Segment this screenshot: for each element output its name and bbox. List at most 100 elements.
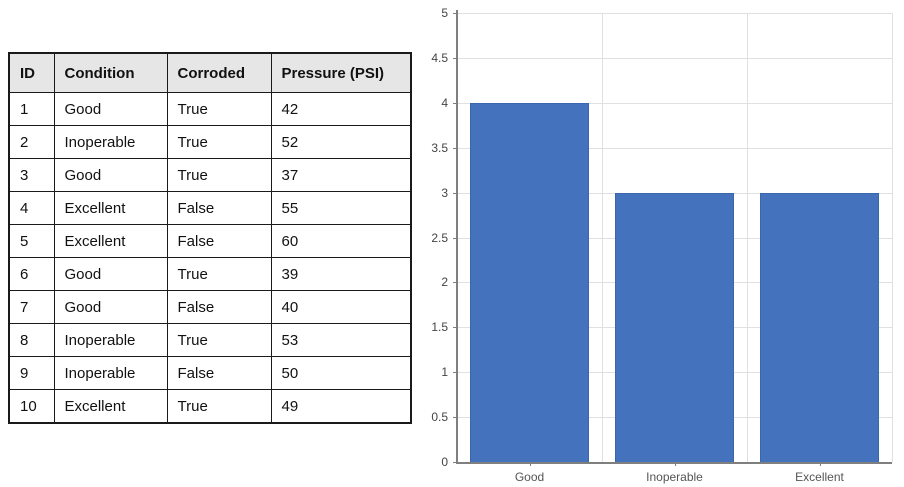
table-cell: Good <box>53 257 168 291</box>
table-cell: 9 <box>8 356 55 390</box>
table-cell: True <box>166 125 272 159</box>
y-tick-label: 2 <box>441 275 448 290</box>
table-row: 2 Inoperable True 52 <box>8 125 412 159</box>
table-cell: 53 <box>270 323 412 357</box>
x-gridline <box>892 13 893 462</box>
y-tick-label: 2.5 <box>431 230 448 245</box>
table-cell: 40 <box>270 290 412 324</box>
table-cell: True <box>166 257 272 291</box>
x-gridline <box>602 13 603 462</box>
y-axis-tick <box>453 417 457 419</box>
y-gridline <box>457 102 892 104</box>
table-cell: 6 <box>8 257 55 291</box>
table-row: 4 Excellent False 55 <box>8 191 412 225</box>
y-tick-label: 3.5 <box>431 140 448 155</box>
y-axis-tick <box>453 147 457 149</box>
y-gridline <box>457 147 892 149</box>
y-tick-label: 0.5 <box>431 410 448 425</box>
table-row: 10 Excellent True 49 <box>8 389 412 424</box>
y-axis-tick <box>453 57 457 59</box>
table-cell: 37 <box>270 158 412 192</box>
table-row: 3 Good True 37 <box>8 158 412 192</box>
table-cell: Excellent <box>53 389 168 424</box>
y-tick-label: 0 <box>441 455 448 469</box>
y-tick-label: 3 <box>441 185 448 200</box>
y-axis-line <box>456 10 458 463</box>
table-cell: 4 <box>8 191 55 225</box>
table-cell: 49 <box>270 389 412 424</box>
table-cell: False <box>166 290 272 324</box>
table-cell: True <box>166 158 272 192</box>
table-cell: Good <box>53 92 168 126</box>
table-cell: True <box>166 323 272 357</box>
table-cell: 3 <box>8 158 55 192</box>
y-tick-label: 1 <box>441 365 448 380</box>
x-tick-label: Excellent <box>795 470 844 484</box>
table-cell: Excellent <box>53 191 168 225</box>
table-cell: 8 <box>8 323 55 357</box>
table-header-row: ID Condition Corroded Pressure (PSI) <box>8 52 412 93</box>
table-body: 1 Good True 42 2 Inoperable True 52 3 Good True 37 4… <box>8 92 412 424</box>
y-axis-tick <box>453 372 457 374</box>
bar-excellent <box>760 192 879 462</box>
table-cell: 10 <box>8 389 55 424</box>
table-row: 9 Inoperable False 50 <box>8 356 412 390</box>
y-axis-tick <box>453 237 457 239</box>
table-cell: False <box>166 191 272 225</box>
y-axis-tick <box>453 327 457 329</box>
y-tick-label: 4.5 <box>431 50 448 65</box>
y-gridline <box>457 57 892 59</box>
table-cell: 7 <box>8 290 55 324</box>
table-cell: 55 <box>270 191 412 225</box>
bar-chart: 0 0.5 1 1.5 2 2.5 3 3.5 4 4.5 5 Good Inoperable Excel… <box>420 0 904 487</box>
bar-good <box>470 102 589 462</box>
table-cell: Inoperable <box>53 356 168 390</box>
y-axis-tick <box>453 13 457 14</box>
table-cell: Good <box>53 158 168 192</box>
x-axis-tick <box>674 462 676 466</box>
table-cell: Inoperable <box>53 125 168 159</box>
table-cell: 2 <box>8 125 55 159</box>
column-header-condition: Condition <box>53 52 168 93</box>
table-header: ID Condition Corroded Pressure (PSI) <box>8 52 412 93</box>
table-cell: False <box>166 224 272 258</box>
y-gridline <box>457 13 892 14</box>
pressure-data-table: ID Condition Corroded Pressure (PSI) 1 Good T… <box>8 52 412 424</box>
x-axis-tick <box>819 462 821 466</box>
table-cell: False <box>166 356 272 390</box>
table-cell: Good <box>53 290 168 324</box>
table-row: 8 Inoperable True 53 <box>8 323 412 357</box>
y-axis-tick <box>453 462 457 463</box>
x-tick-label: Good <box>514 470 545 484</box>
bar-inoperable <box>615 192 734 462</box>
y-axis-tick <box>453 192 457 194</box>
table-row: 6 Good True 39 <box>8 257 412 291</box>
column-header-corroded: Corroded <box>166 52 272 93</box>
y-axis-tick <box>453 102 457 104</box>
x-gridline <box>747 13 748 462</box>
table-row: 5 Excellent False 60 <box>8 224 412 258</box>
table-cell: 39 <box>270 257 412 291</box>
table-row: 1 Good True 42 <box>8 92 412 126</box>
table-cell: 5 <box>8 224 55 258</box>
column-header-id: ID <box>8 52 55 93</box>
table-cell: 1 <box>8 92 55 126</box>
table-cell: True <box>166 389 272 424</box>
table-cell: Excellent <box>53 224 168 258</box>
table-cell: 50 <box>270 356 412 390</box>
column-header-pressure-psi-: Pressure (PSI) <box>270 52 412 93</box>
table-cell: Inoperable <box>53 323 168 357</box>
y-axis-tick <box>453 282 457 284</box>
table-cell: 60 <box>270 224 412 258</box>
x-axis-line <box>456 462 892 464</box>
y-tick-label: 5 <box>441 6 448 20</box>
table-cell: True <box>166 92 272 126</box>
table-cell: 52 <box>270 125 412 159</box>
x-tick-label: Inoperable <box>646 470 703 484</box>
y-tick-label: 1.5 <box>431 320 448 335</box>
y-tick-label: 4 <box>441 95 448 110</box>
x-axis-tick <box>529 462 531 466</box>
table-cell: 42 <box>270 92 412 126</box>
table-row: 7 Good False 40 <box>8 290 412 324</box>
